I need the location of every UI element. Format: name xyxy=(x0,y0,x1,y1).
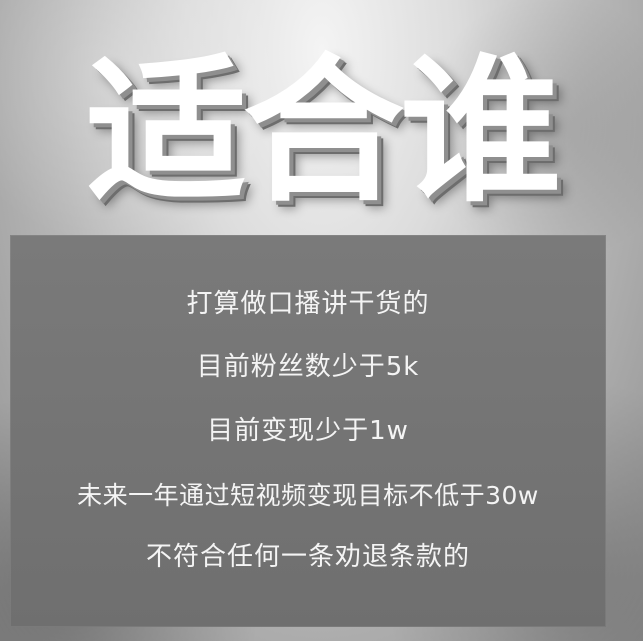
criteria-line-3: 目前变现少于1w xyxy=(207,416,409,446)
criteria-line-2: 目前粉丝数少于5k xyxy=(196,352,420,382)
criteria-line-4: 未来一年通过短视频变现目标不低于30w xyxy=(77,481,539,510)
headline-title: 适合谁 xyxy=(85,40,561,224)
criteria-line-5: 不符合任何一条劝退条款的 xyxy=(145,542,470,572)
criteria-line-1: 打算做口播讲干货的 xyxy=(186,289,430,319)
content-panel: 打算做口播讲干货的 目前粉丝数少于5k 目前变现少于1w 未来一年通过短视频变现… xyxy=(10,235,606,627)
